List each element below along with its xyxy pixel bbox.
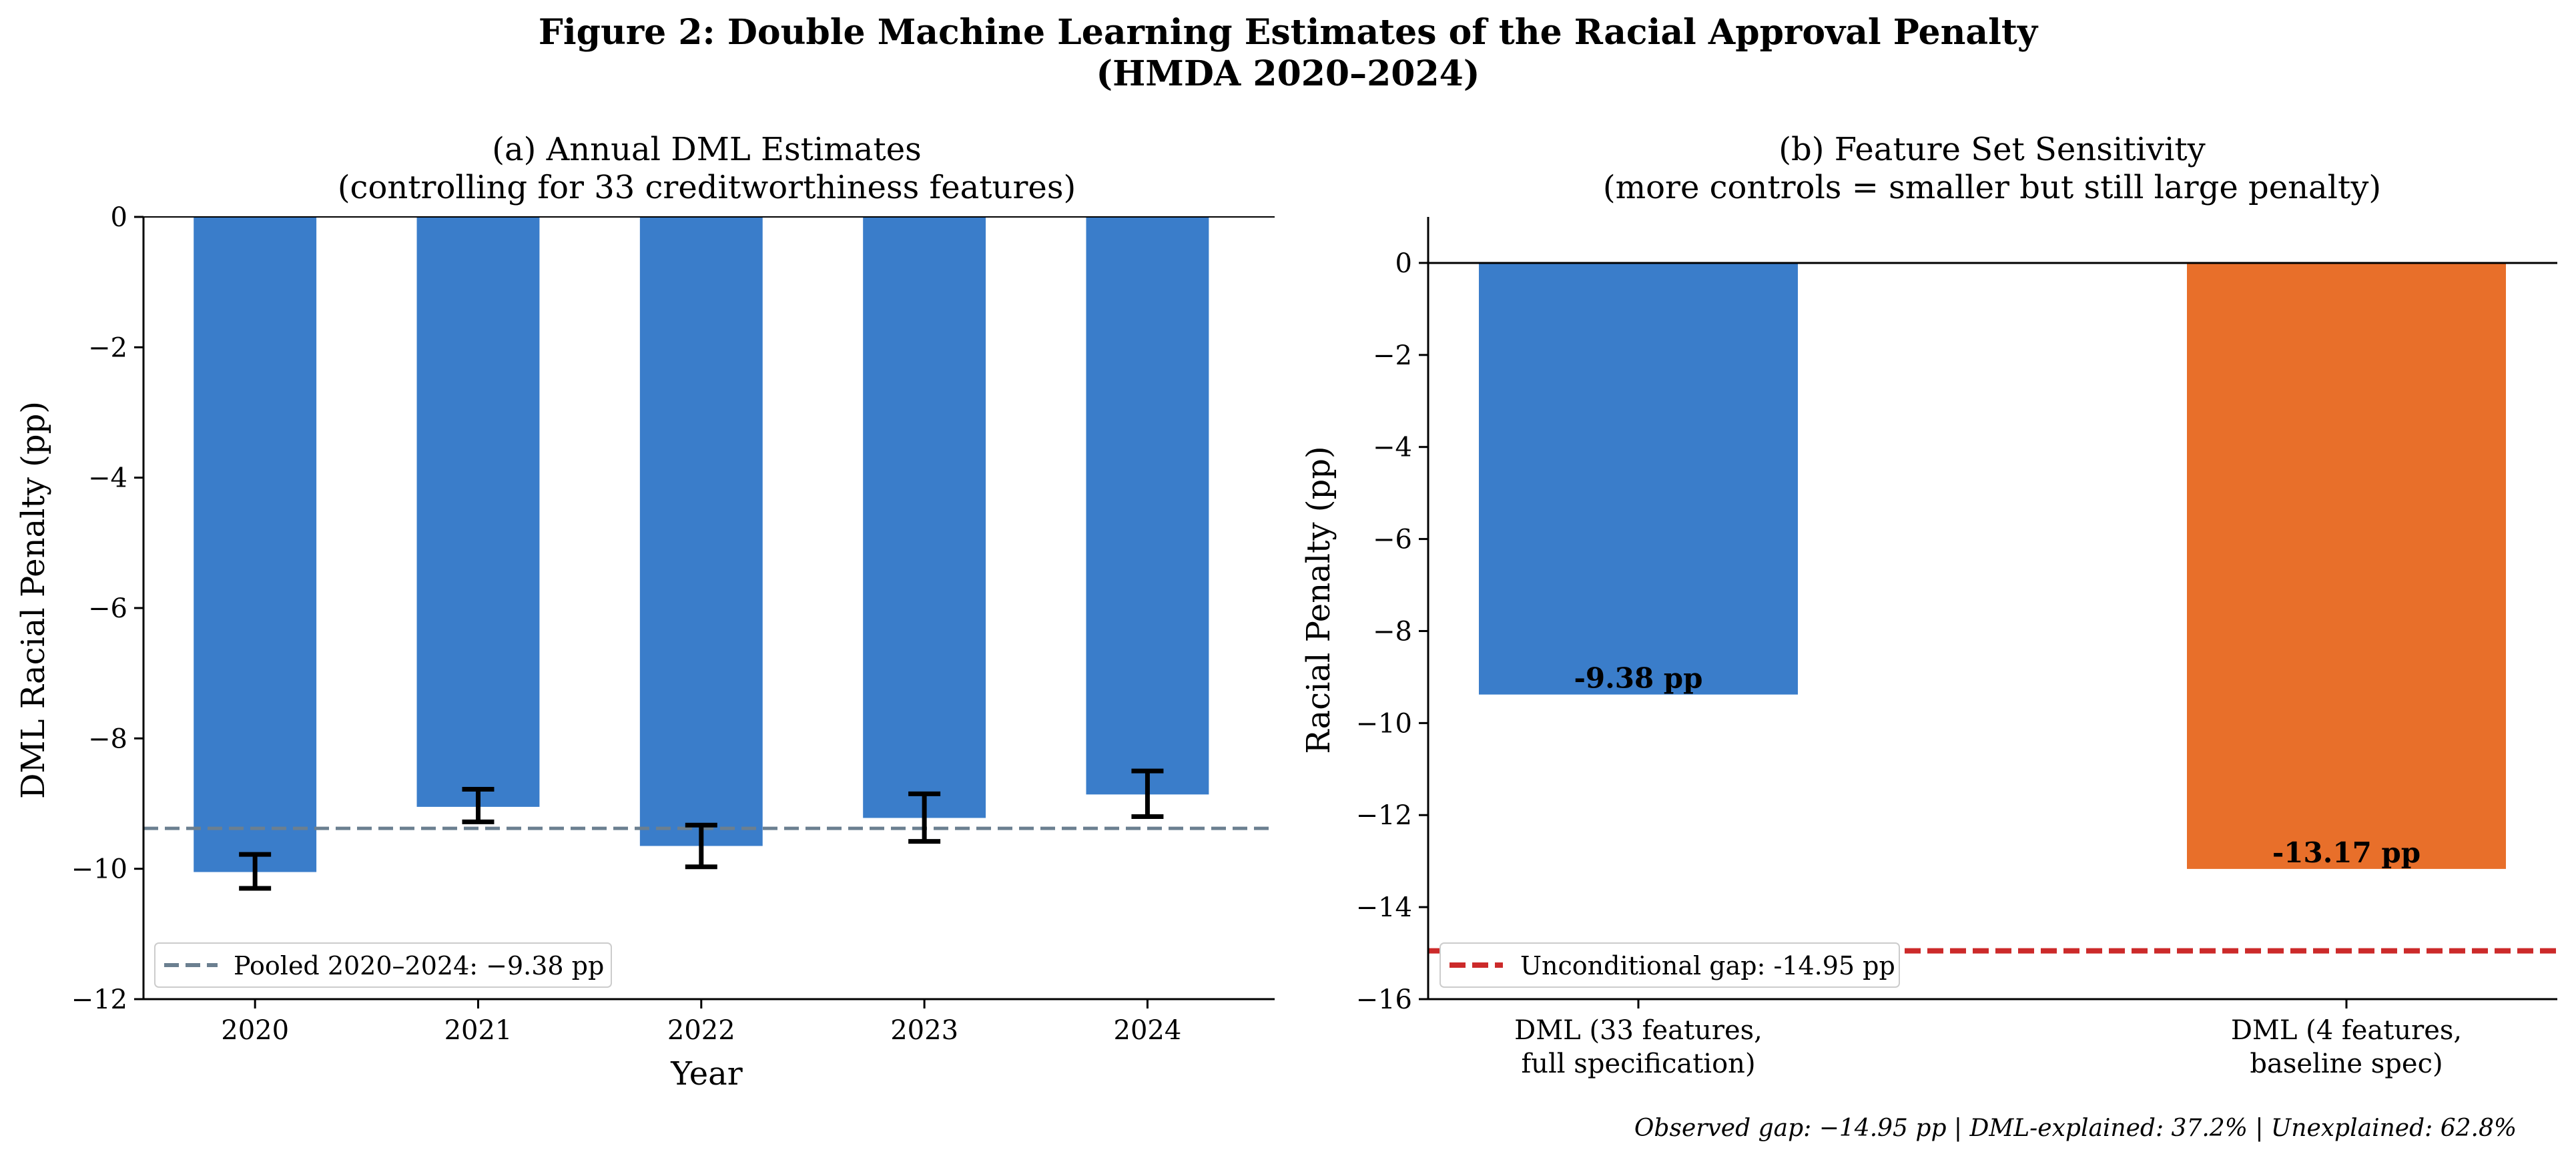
panel-a-x-axis-label: Year: [670, 1055, 743, 1093]
panel-a-xtick-label: 2024: [1114, 1015, 1182, 1046]
panel-b-y-axis-label: Racial Penalty (pp): [1300, 446, 1337, 754]
panel-a-annual-estimates: (a) Annual DML Estimates (controlling fo…: [15, 131, 1275, 1093]
panel-a-ytick-label: 0: [111, 202, 127, 233]
panel-b-subtitle: (more controls = smaller but still large…: [1603, 169, 2381, 206]
panel-b-xtick-label: baseline spec): [2250, 1049, 2443, 1079]
panel-a-ytick-label: −10: [71, 854, 127, 885]
bar-data-label: -13.17 pp: [2272, 836, 2421, 869]
panel-a-ytick-label: −2: [88, 332, 127, 363]
error-bar-2023: [908, 791, 941, 844]
panel-b-ytick-label: −8: [1373, 616, 1412, 647]
panel-b-ytick-label: −6: [1373, 525, 1412, 555]
footer-note: Observed gap: −14.95 pp | DML-explained:…: [1634, 1115, 2517, 1142]
panel-b-ytick-label: −10: [1356, 708, 1412, 739]
panel-b-xtick-label: DML (4 features,: [2231, 1015, 2462, 1046]
bar-dml-4-features: [2187, 262, 2506, 869]
bar-data-label: -9.38 pp: [1574, 662, 1702, 695]
panel-a-xtick-label: 2023: [890, 1015, 958, 1046]
bar-dml-33-features: [1479, 262, 1798, 695]
panel-b-xtick-label: full specification): [1521, 1049, 1755, 1079]
figure-title-line2: (HMDA 2020–2024): [1096, 53, 1480, 94]
panel-b-legend-box: [1439, 942, 1900, 988]
panel-a-ytick-label: −8: [88, 723, 127, 754]
panel-a-legend-label: Pooled 2020–2024: −9.38 pp: [234, 951, 604, 980]
panel-a-ytick-label: −4: [88, 463, 127, 494]
panel-b-ytick-label: −14: [1356, 892, 1412, 923]
panel-b-title: (b) Feature Set Sensitivity: [1779, 131, 2206, 168]
bar-2021: [416, 217, 540, 807]
error-bar-2022: [685, 822, 717, 870]
panel-a-xtick-label: 2020: [221, 1015, 289, 1046]
panel-a-legend: Pooled 2020–2024: −9.38 pp: [154, 942, 612, 988]
panel-a-legend-box: [154, 942, 612, 988]
error-bar-2020: [239, 852, 272, 891]
bar-2022: [639, 217, 763, 846]
panel-b-ytick-label: 0: [1395, 248, 1412, 279]
panel-a-xtick-label: 2021: [444, 1015, 513, 1046]
panel-a-xtick-label: 2022: [667, 1015, 735, 1046]
panel-a-ytick-label: −12: [71, 984, 127, 1015]
panel-b-ytick-label: −2: [1373, 340, 1412, 371]
panel-b-ytick-label: −12: [1356, 800, 1412, 831]
panel-b-ytick-label: −16: [1356, 984, 1412, 1015]
panel-a-title: (a) Annual DML Estimates: [492, 131, 922, 168]
bar-2020: [194, 217, 317, 872]
error-bar-2021: [462, 787, 495, 824]
panel-b-ytick-label: −4: [1373, 432, 1412, 463]
panel-b-feature-sensitivity: (b) Feature Set Sensitivity (more contro…: [1300, 131, 2557, 1142]
panel-b-legend-label: Unconditional gap: -14.95 pp: [1520, 951, 1895, 980]
panel-b-legend: Unconditional gap: -14.95 pp: [1439, 942, 1900, 988]
bar-2024: [1086, 217, 1209, 795]
error-bar-2024: [1131, 768, 1164, 820]
panel-a-subtitle: (controlling for 33 creditworthiness fea…: [338, 169, 1076, 206]
figure-title-line1: Figure 2: Double Machine Learning Estima…: [539, 12, 2039, 53]
bar-2023: [863, 217, 986, 818]
panel-a-ytick-label: −6: [88, 593, 127, 624]
panel-a-y-axis-label: DML Racial Penalty (pp): [15, 401, 52, 799]
panel-b-xtick-label: DML (33 features,: [1514, 1015, 1762, 1046]
